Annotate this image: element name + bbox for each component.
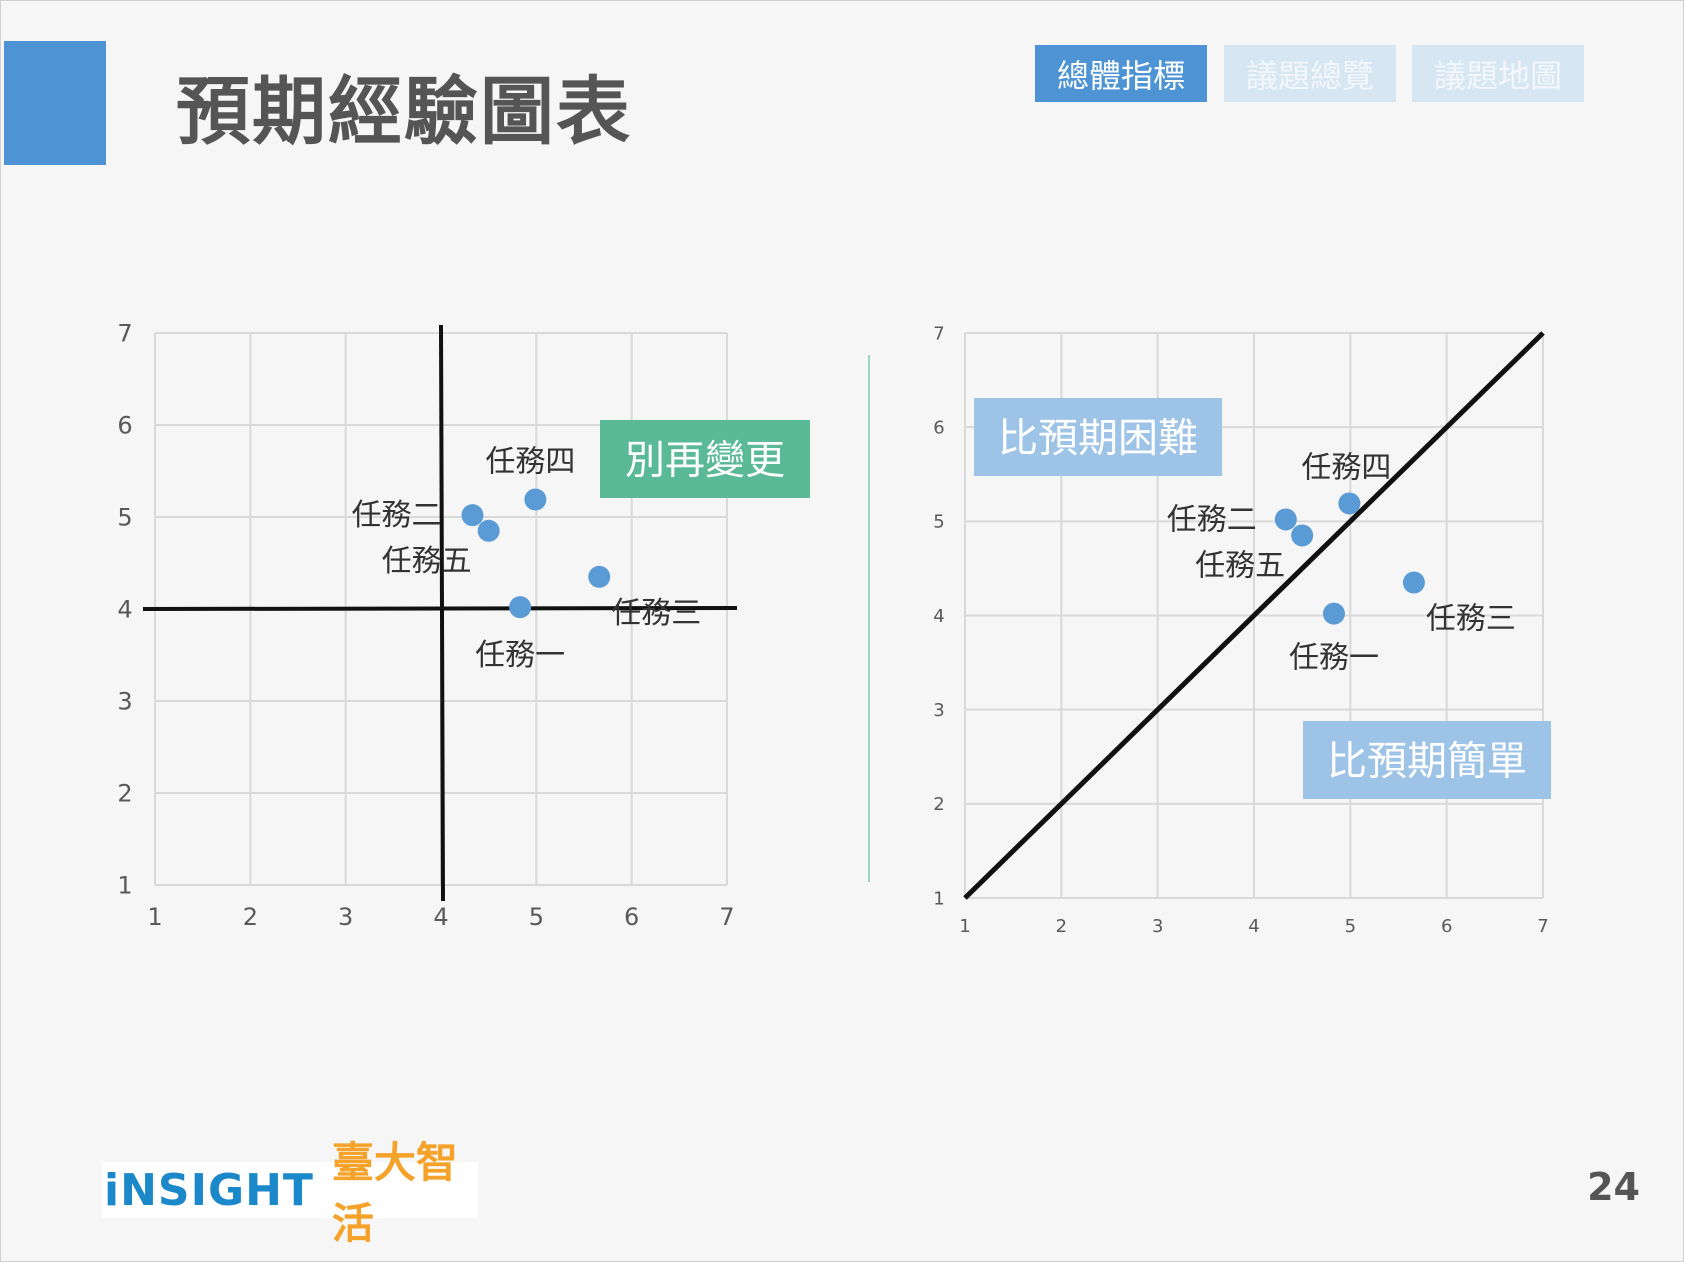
y-tick-label: 7 <box>933 323 944 344</box>
y-tick-label: 7 <box>117 319 132 347</box>
logo-text-zh: 臺大智活 <box>331 1138 458 1248</box>
annotation-label: 比預期簡單 <box>1327 738 1527 784</box>
x-tick-label: 3 <box>1152 916 1163 937</box>
reference-line-vertical <box>439 324 445 902</box>
tab-label: 議題地圖 <box>1433 56 1562 95</box>
point-label: 任務三 <box>1426 602 1516 637</box>
y-tick-label: 5 <box>117 503 132 531</box>
y-tick-label: 1 <box>933 888 944 909</box>
data-point <box>588 565 611 588</box>
tab-topic-overview[interactable]: 議題總覽 <box>1224 45 1396 102</box>
x-tick-label: 2 <box>243 903 258 931</box>
page-title: 預期經驗圖表 <box>176 69 632 155</box>
annotation-label: 比預期困難 <box>998 415 1198 461</box>
y-tick-label: 2 <box>117 779 132 807</box>
y-tick-label: 6 <box>933 417 944 438</box>
accent-block <box>4 41 106 165</box>
annotation-box <box>600 420 810 498</box>
x-tick-label: 2 <box>1056 916 1067 937</box>
data-point <box>1322 602 1345 625</box>
x-tick-label: 7 <box>719 903 734 931</box>
logo-text-en: iNSIGHT <box>104 1164 314 1216</box>
x-tick-label: 6 <box>1441 916 1452 937</box>
data-point <box>1291 524 1314 547</box>
x-tick-label: 3 <box>338 903 353 931</box>
x-tick-label: 5 <box>529 903 544 931</box>
point-label: 任務五 <box>1195 548 1285 583</box>
x-tick-label: 4 <box>1248 916 1259 937</box>
annotation-label: 別再變更 <box>625 437 785 483</box>
data-point <box>524 488 547 511</box>
y-tick-label: 5 <box>933 512 944 533</box>
diagonal-line <box>963 331 1545 900</box>
data-point <box>1274 508 1297 531</box>
page-number: 24 <box>1587 1165 1640 1209</box>
y-tick-label: 2 <box>933 794 944 815</box>
point-label: 任務一 <box>475 638 565 673</box>
x-tick-label: 1 <box>959 916 970 937</box>
x-tick-label: 4 <box>433 903 448 931</box>
point-label: 任務三 <box>611 596 701 631</box>
point-label: 任務二 <box>1167 502 1257 537</box>
annotation-box <box>1303 721 1551 799</box>
tab-topic-map[interactable]: 議題地圖 <box>1412 45 1584 102</box>
y-tick-label: 4 <box>117 595 132 623</box>
y-tick-label: 6 <box>117 411 132 439</box>
insight-logo: iNSIGHT 臺大智活 <box>102 1138 478 1248</box>
data-point <box>509 596 532 619</box>
data-point <box>461 504 484 527</box>
tab-label: 總體指標 <box>1056 56 1185 95</box>
y-tick-label: 3 <box>933 700 944 721</box>
point-label: 任務四 <box>1301 450 1391 485</box>
point-label: 任務一 <box>1289 641 1379 676</box>
x-tick-label: 1 <box>147 903 162 931</box>
data-point <box>1338 492 1361 515</box>
tab-label: 議題總覽 <box>1245 56 1374 95</box>
tab-overall-indicators[interactable]: 總體指標 <box>1035 45 1207 102</box>
data-point <box>1402 571 1425 594</box>
point-label: 任務五 <box>382 544 472 579</box>
x-tick-label: 7 <box>1537 916 1548 937</box>
annotation-box <box>974 398 1222 476</box>
point-label: 任務二 <box>351 498 441 533</box>
y-tick-label: 4 <box>933 606 944 627</box>
x-tick-label: 6 <box>624 903 639 931</box>
x-tick-label: 5 <box>1345 916 1356 937</box>
y-tick-label: 1 <box>117 871 132 899</box>
y-tick-label: 3 <box>117 687 132 715</box>
data-point <box>477 519 500 542</box>
point-label: 任務四 <box>485 445 575 480</box>
reference-line-horizontal <box>142 606 738 611</box>
